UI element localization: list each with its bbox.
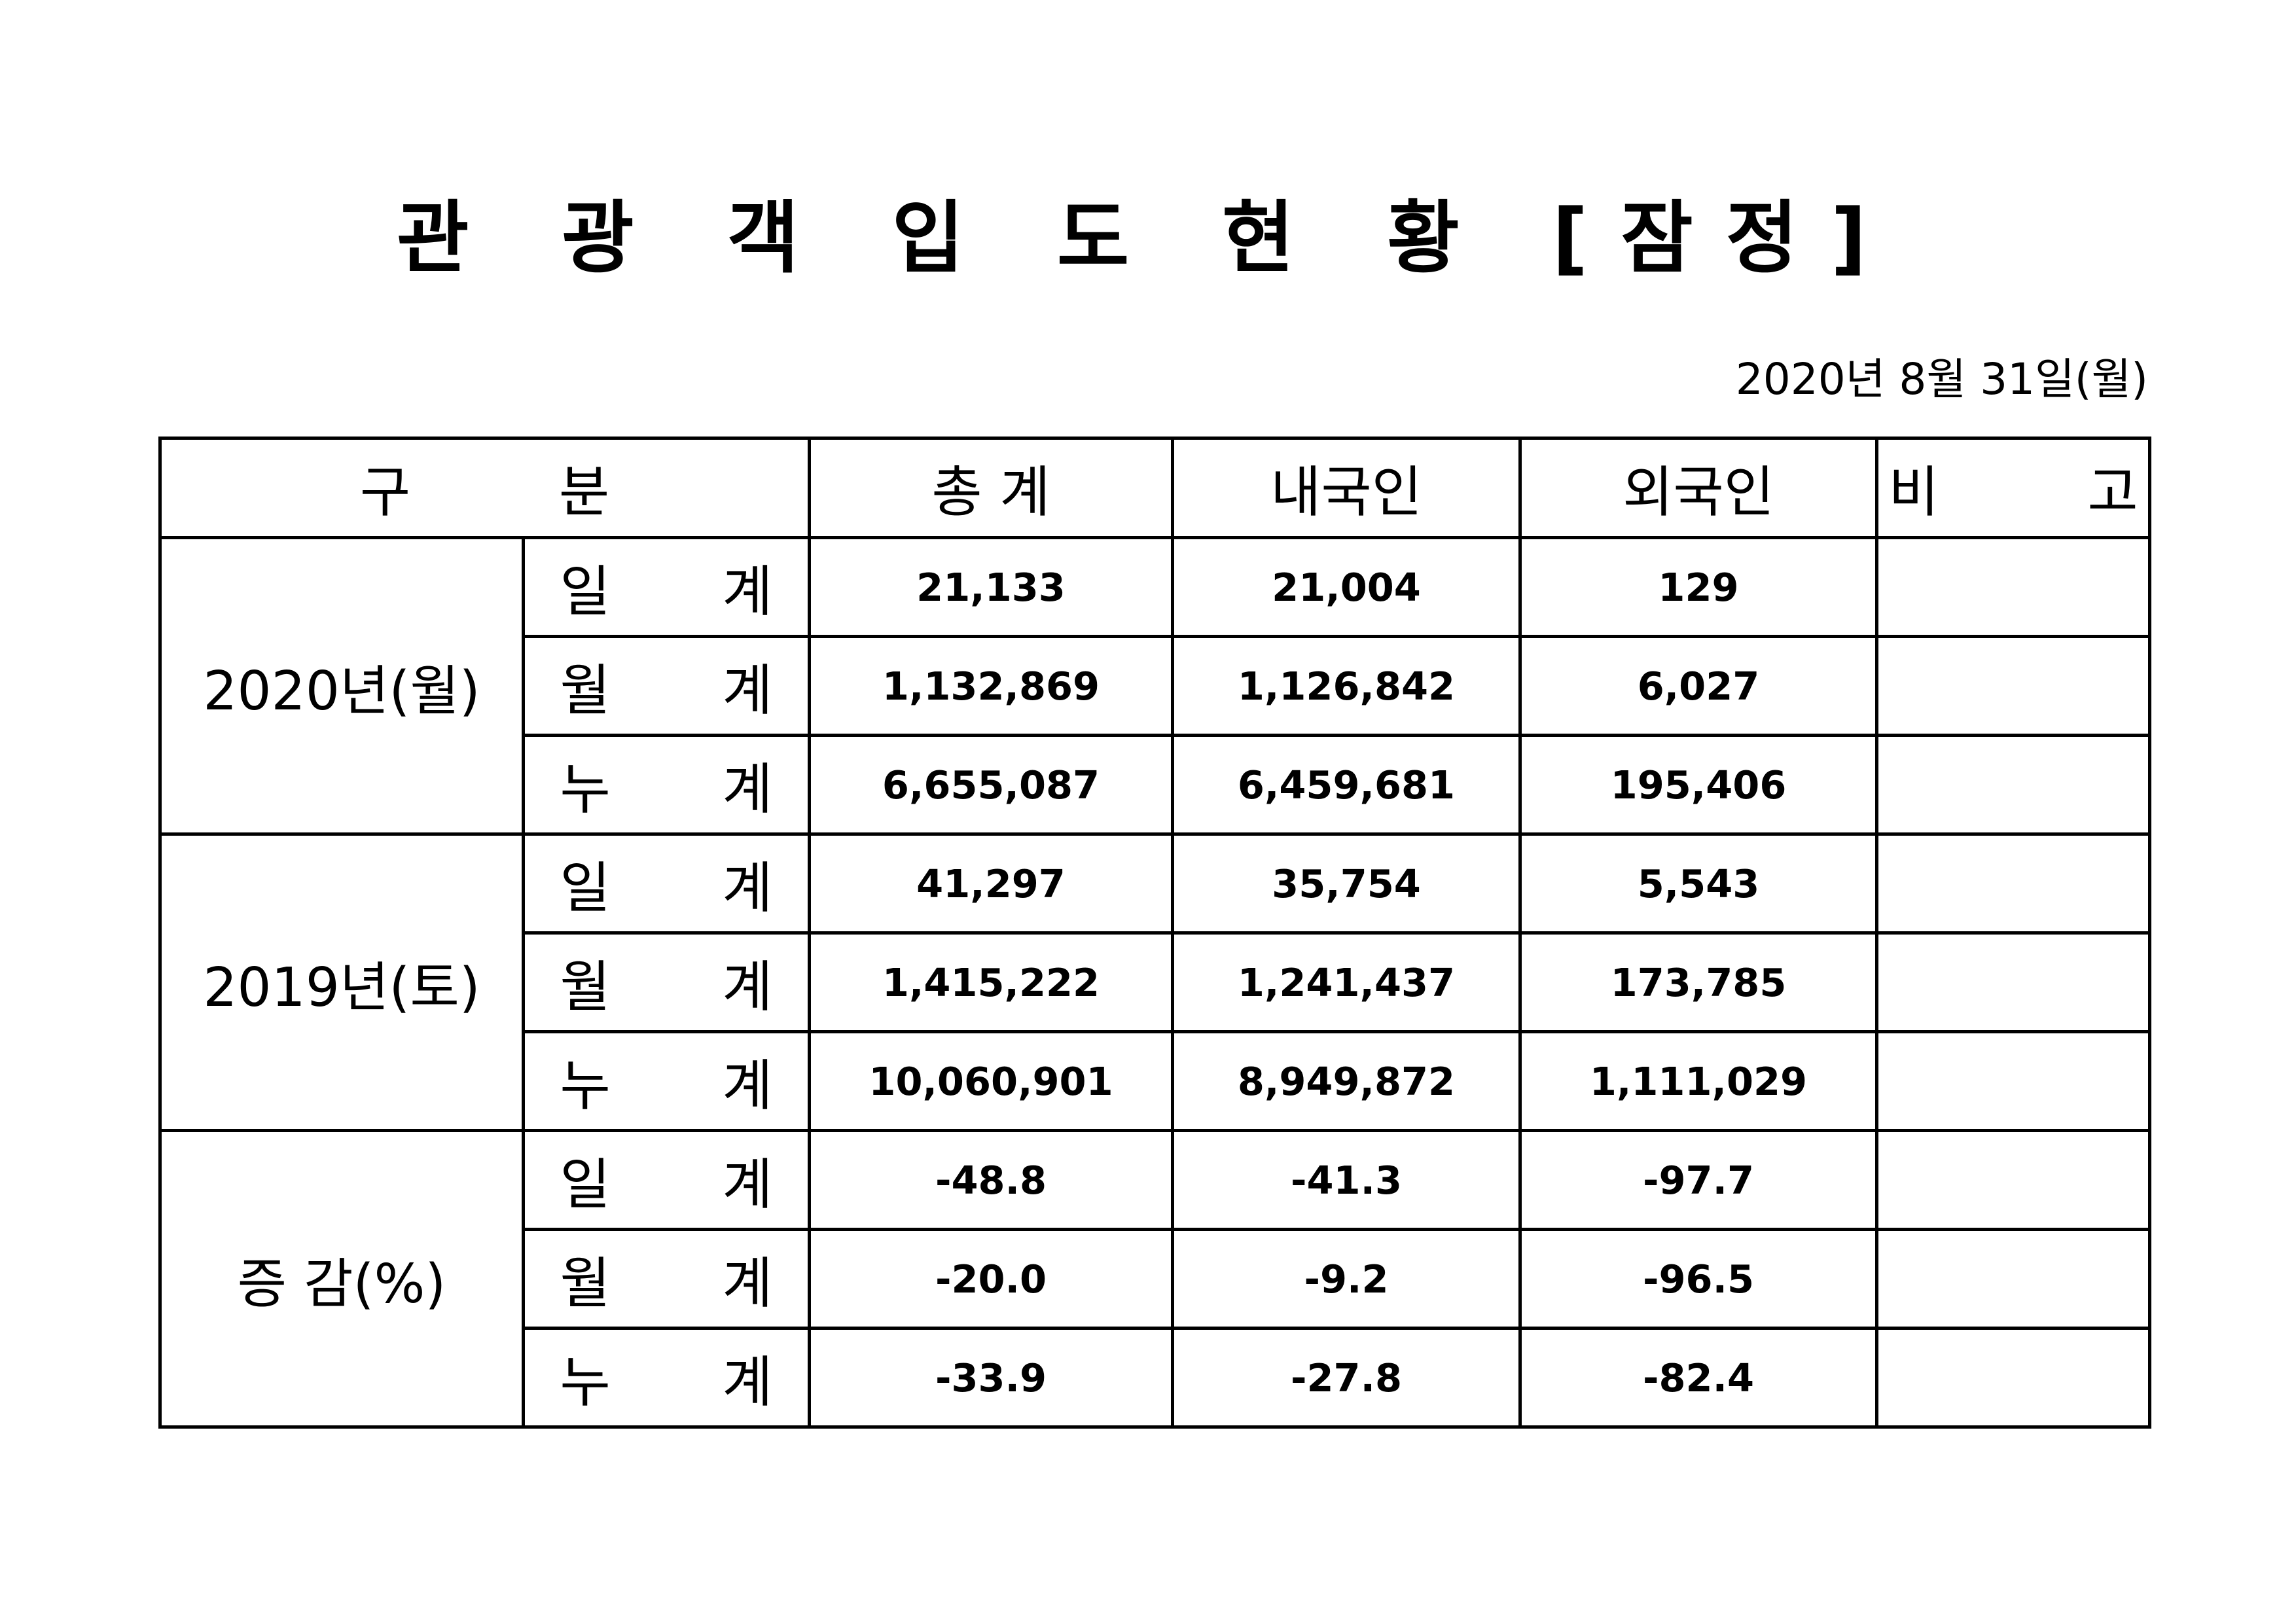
remarks-cell [1875,1327,2152,1429]
row-label: 일 계 [560,559,810,624]
remarks-cell [1875,536,2152,638]
row-label: 월 계 [560,1251,810,1315]
table-row: 누 계 6,655,087 6,459,681 195,406 [160,734,2152,836]
table-row: 누 계 -33.9 -27.8 -82.4 [160,1327,2152,1429]
domestic-cell: 35,754 [1171,832,1522,935]
foreign-cell: -96.5 [1518,1228,1879,1330]
domestic-cell: -9.2 [1171,1228,1522,1330]
foreign-cell: 173,785 [1518,931,1879,1033]
foreign-cell: 195,406 [1518,734,1879,836]
row-label-cell: 일 계 [521,832,812,935]
group-label: 증 감(%) [158,1129,525,1429]
visitor-stats-table: 구 분 총 계 내국인 외국인 비 고 2020년(월)일 계21,13321,… [158,437,2152,1429]
foreign-cell: 6,027 [1518,635,1879,737]
table-row: 월 계 1,132,869 1,126,842 6,027 [160,635,2152,737]
domestic-cell: 6,459,681 [1171,734,1522,836]
row-label: 일 계 [560,1152,810,1217]
row-label: 월 계 [560,658,810,722]
domestic-cell: 8,949,872 [1171,1030,1522,1132]
table-row: 월 계 1,415,222 1,241,437 173,785 [160,931,2152,1033]
row-label-cell: 누 계 [521,1327,812,1429]
remarks-cell [1875,1030,2152,1132]
table-row: 누 계 10,060,901 8,949,872 1,111,029 [160,1030,2152,1132]
group-label: 2019년(토) [158,832,525,1132]
remarks-cell [1875,635,2152,737]
group-label: 2020년(월) [158,536,525,836]
row-label-cell: 누 계 [521,1030,812,1132]
row-label-cell: 일 계 [521,536,812,638]
row-label: 월 계 [560,954,810,1019]
row-label-cell: 월 계 [521,1228,812,1330]
header-total: 총 계 [808,437,1175,539]
header-foreign: 외국인 [1518,437,1879,539]
table-row: 2020년(월) 일 계 21,133 21,004 129 [158,536,2152,836]
foreign-cell: -97.7 [1518,1129,1879,1231]
foreign-cell: 1,111,029 [1518,1030,1879,1132]
remarks-cell [1875,1228,2152,1330]
domestic-cell: 21,004 [1171,536,1522,638]
total-cell: 41,297 [808,832,1175,935]
foreign-cell: 129 [1518,536,1879,638]
table-row: 월 계 -20.0 -9.2 -96.5 [160,1228,2152,1330]
total-cell: 6,655,087 [808,734,1175,836]
row-label: 일 계 [560,855,810,920]
domestic-cell: -27.8 [1171,1327,1522,1429]
domestic-cell: -41.3 [1171,1129,1522,1231]
total-cell: -48.8 [808,1129,1175,1231]
report-date: 2020년 8월 31일(월) [1735,354,2148,404]
total-cell: -33.9 [808,1327,1175,1429]
total-cell: 21,133 [808,536,1175,638]
header-domestic: 내국인 [1171,437,1522,539]
row-label-cell: 월 계 [521,635,812,737]
total-cell: 1,132,869 [808,635,1175,737]
header-row: 구 분 총 계 내국인 외국인 비 고 [158,437,2152,539]
total-cell: -20.0 [808,1228,1175,1330]
remarks-cell [1875,1129,2152,1231]
table-row: 증 감(%) 일 계 -48.8 -41.3 -97.7 [158,1129,2152,1429]
domestic-cell: 1,126,842 [1171,635,1522,737]
foreign-cell: 5,543 [1518,832,1879,935]
row-label: 누 계 [560,1053,810,1118]
total-cell: 10,060,901 [808,1030,1175,1132]
remarks-cell [1875,734,2152,836]
total-cell: 1,415,222 [808,931,1175,1033]
row-label-cell: 월 계 [521,931,812,1033]
row-label-cell: 일 계 [521,1129,812,1231]
remarks-cell [1875,931,2152,1033]
row-label: 누 계 [560,757,810,821]
table-row: 2019년(토) 일 계 41,297 35,754 5,543 [158,832,2152,1132]
remarks-cell [1875,832,2152,935]
row-label: 누 계 [560,1349,810,1414]
foreign-cell: -82.4 [1518,1327,1879,1429]
header-category: 구 분 [158,437,812,539]
domestic-cell: 1,241,437 [1171,931,1522,1033]
row-label-cell: 누 계 [521,734,812,836]
document-title: 관 광 객 입 도 현 황 [잠정] [397,193,1899,284]
header-remarks: 비 고 [1875,437,2152,539]
